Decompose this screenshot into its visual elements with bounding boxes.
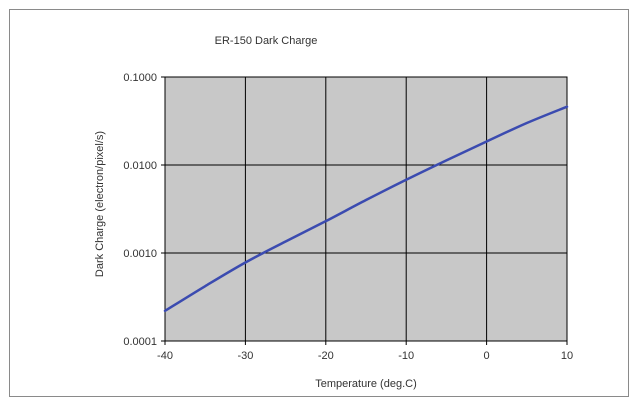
plot-area <box>164 76 568 342</box>
x-tick-label: -20 <box>318 350 334 362</box>
x-tick-label: 0 <box>484 350 490 362</box>
x-tick-label: 10 <box>561 350 573 362</box>
y-tick-label: 0.0010 <box>123 248 157 260</box>
x-tick-label: -30 <box>237 350 253 362</box>
x-axis-title: Temperature (deg.C) <box>315 378 417 390</box>
y-axis-title: Dark Charge (electron/pixel/s) <box>94 131 106 277</box>
y-tick-label: 0.0100 <box>123 160 157 172</box>
x-tick-label: -40 <box>157 350 173 362</box>
chart-frame: ER-150 Dark Charge -40 -30 -20 -10 0 10 0.0001… <box>9 9 629 397</box>
x-tick-label: -10 <box>398 350 414 362</box>
y-tick-label: 0.1000 <box>123 72 157 84</box>
dark-charge-chart: ER-150 Dark Charge -40 -30 -20 -10 0 10 0.0001… <box>94 35 573 390</box>
dark-charge-series-line <box>163 105 569 313</box>
chart-title: ER-150 Dark Charge <box>215 35 318 47</box>
y-tick-label: 0.0001 <box>123 336 157 348</box>
